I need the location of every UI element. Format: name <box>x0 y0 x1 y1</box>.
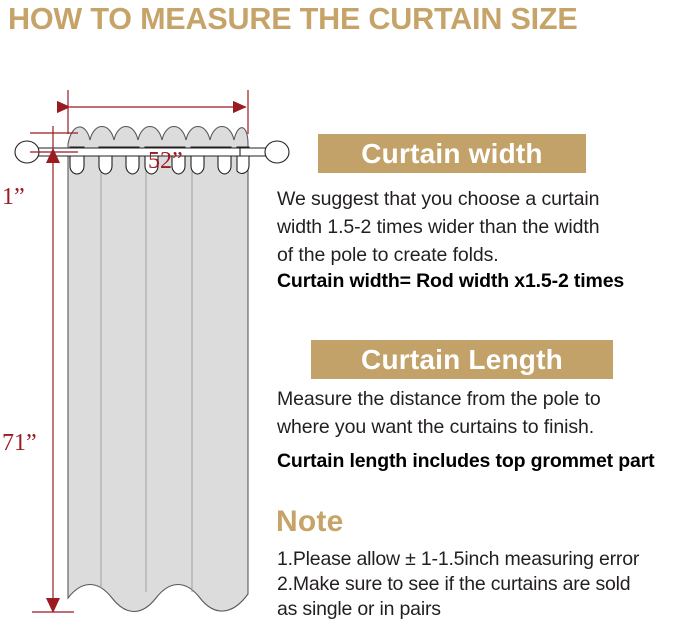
note-heading: Note <box>276 505 344 538</box>
curtain-fold-lines <box>100 170 193 592</box>
section-formula-curtain-width: Curtain width= Rod width x1.5-2 times <box>277 270 625 292</box>
section-heading-curtain-width: Curtain width <box>318 134 586 173</box>
note-body: 1.Please allow ± 1-1.5inch measuring err… <box>277 548 640 620</box>
section-heading-curtain-length: Curtain Length <box>311 340 613 379</box>
curtain-panel <box>67 125 249 613</box>
dimension-label-width: 52” <box>148 148 183 174</box>
dimension-label-length: 71” <box>2 430 37 456</box>
section-body-curtain-width: We suggest that you choose a curtain wid… <box>277 188 600 266</box>
section-formula-curtain-length: Curtain length includes top grommet part <box>277 450 655 472</box>
dimension-length-71 <box>32 148 74 613</box>
section-body-curtain-length: Measure the distance from the pole to wh… <box>277 388 601 438</box>
page-title: HOW TO MEASURE THE CURTAIN SIZE <box>8 1 578 36</box>
curtain-rod <box>32 147 267 157</box>
dimension-label-drop: 1” <box>2 184 25 210</box>
instructions-column: Curtain width We suggest that you choose… <box>270 0 679 628</box>
rod-finial-right <box>264 140 290 164</box>
curtain-measurement-diagram: 52” 1” 71” <box>0 60 300 628</box>
dimension-width-52 <box>57 90 249 134</box>
